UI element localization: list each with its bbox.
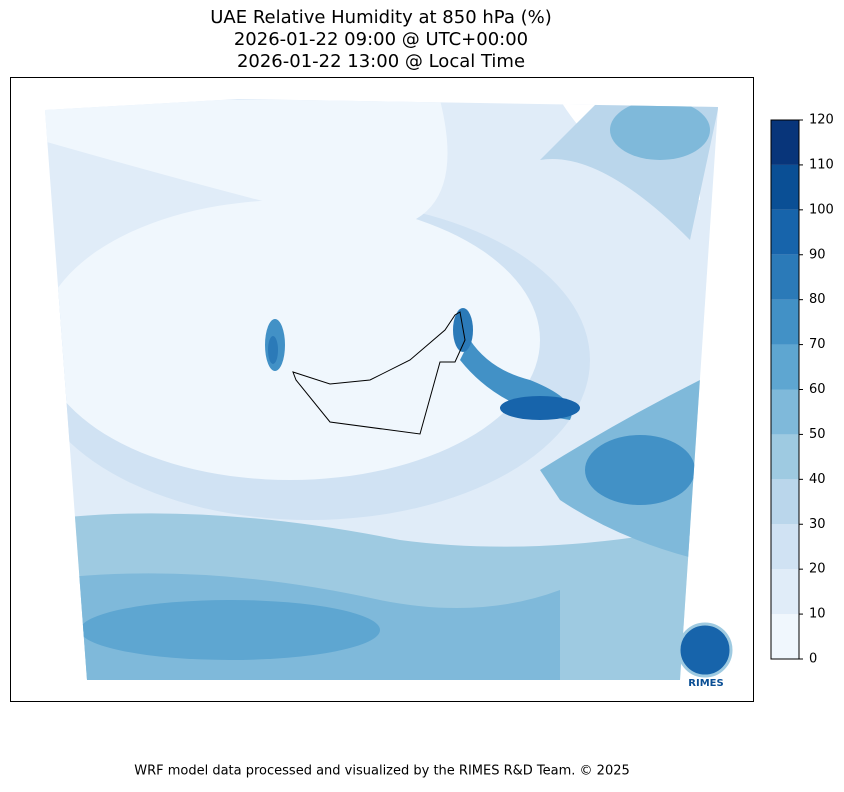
colorbar-tick-label: 0 (809, 652, 817, 667)
colorbar-segment (771, 569, 799, 615)
footer: WRF model data processed and visualized … (134, 764, 630, 779)
colorbar-segment (771, 299, 799, 345)
colorbar-segment (771, 120, 799, 165)
humidity-field (45, 99, 718, 680)
colorbar-tick-label: 80 (809, 292, 826, 307)
colorbar-segment (771, 209, 799, 255)
colorbar-tick-label: 40 (809, 472, 826, 487)
colorbar-tick-label: 10 (809, 607, 826, 622)
colorbar-segment (771, 434, 799, 480)
colorbar-segment (771, 479, 799, 525)
colorbar-tick-label: 90 (809, 247, 826, 262)
title: 2026-01-22 13:00 @ Local Time (237, 51, 525, 72)
title: UAE Relative Humidity at 850 hPa (%) (210, 7, 551, 28)
colorbar-segment (771, 164, 799, 210)
colorbar-segment (771, 389, 799, 435)
colorbar-segment (771, 524, 799, 570)
colorbar: 0 10 20 30 40 50 60 70 80 90 100 110 120 (770, 113, 834, 667)
colorbar-tick-label: 70 (809, 337, 826, 352)
colorbar-tick-label: 60 (809, 382, 826, 397)
logo-text: RIMES (688, 678, 723, 689)
colorbar-tick-label: 50 (809, 427, 826, 442)
country-border (292, 311, 466, 435)
colorbar-tick-label: 120 (809, 113, 834, 128)
colorbar-tick-label: 20 (809, 562, 826, 577)
logo: RIMES (677, 622, 733, 689)
colorbar-segment (771, 614, 799, 659)
colorbar-segment (771, 344, 799, 390)
colorbar-tick-label: 100 (809, 202, 834, 217)
colorbar-tick-label: 110 (809, 157, 834, 172)
colorbar-segment (771, 254, 799, 300)
title: 2026-01-22 09:00 @ UTC+00:00 (234, 29, 528, 50)
colorbar-tick-label: 30 (809, 517, 826, 532)
